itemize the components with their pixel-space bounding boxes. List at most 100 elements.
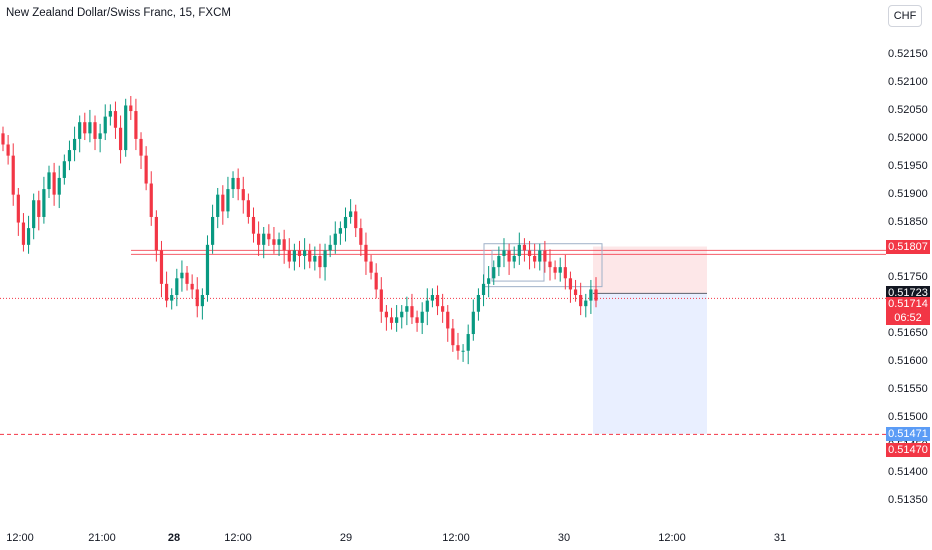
candle-body [72, 138, 77, 151]
candle-body [47, 172, 51, 190]
candle-body [129, 105, 133, 112]
stop-zone [593, 246, 707, 294]
candle-body [456, 345, 460, 351]
time-tick: 28 [167, 532, 181, 544]
candle-body [88, 122, 92, 134]
candle-body [226, 189, 230, 212]
candle-body [185, 272, 189, 284]
candle-body [466, 334, 470, 351]
candle-body [57, 177, 61, 195]
candle-body [62, 161, 66, 178]
candle-body [487, 278, 491, 284]
candle-body [159, 250, 164, 284]
candle-body [149, 183, 153, 217]
candle-body [589, 289, 593, 301]
candle-body [374, 272, 378, 290]
price-tick: 0.52050 [888, 104, 928, 117]
candle-body [354, 211, 358, 229]
time-tick: 12:00 [224, 532, 252, 544]
time-tick: 30 [557, 532, 571, 544]
candle-body [364, 244, 368, 262]
candle-body [502, 250, 506, 256]
last-price-label: 0.51714 [886, 297, 930, 312]
target-zone [593, 293, 707, 434]
candle-body [553, 267, 557, 273]
candle-body [533, 255, 537, 262]
candle-body [328, 244, 332, 251]
time-tick: 21:00 [88, 532, 116, 544]
candle-body [497, 255, 501, 268]
candle-body [349, 211, 353, 217]
candle-body [303, 250, 307, 256]
candle-body [527, 250, 532, 256]
price-tick: 0.51500 [888, 410, 928, 423]
candle-body [568, 278, 573, 290]
candle-body [257, 233, 261, 245]
candle-body [98, 133, 102, 139]
candle-body [400, 311, 404, 318]
candle-body [267, 233, 271, 240]
candle-body [78, 122, 82, 139]
price-tick: 0.51550 [888, 382, 928, 395]
candle-body [118, 127, 123, 151]
candle-body [563, 267, 567, 279]
candle-body [210, 216, 215, 245]
candle-body [200, 295, 204, 307]
candle-body [287, 250, 291, 262]
candle-body [37, 200, 41, 217]
time-tick: 12:00 [6, 532, 34, 544]
candle-body [379, 289, 383, 312]
candle-body [180, 272, 184, 279]
candle-body [471, 311, 475, 335]
candle-body [164, 283, 169, 301]
currency-button[interactable]: CHF [888, 5, 922, 27]
time-tick: 29 [339, 532, 353, 544]
candle-body [32, 200, 36, 229]
candle-body [170, 295, 174, 301]
price-tick: 0.52150 [888, 48, 928, 61]
candle-body [517, 244, 521, 256]
target-line-label: 0.51470 [886, 443, 930, 458]
candle-body [292, 250, 296, 262]
candle-body [384, 311, 389, 318]
candle-body [548, 261, 552, 268]
candle-body [584, 300, 588, 307]
candle-body [231, 177, 235, 190]
line-level-label: 0.51807 [886, 239, 930, 254]
candle-body [113, 111, 118, 128]
price-tick: 0.51750 [888, 271, 928, 284]
candle-body [246, 200, 250, 217]
candle-body [195, 289, 199, 307]
price-tick: 0.51400 [888, 466, 928, 479]
candle-body [272, 239, 276, 245]
candle-body [579, 295, 583, 307]
time-tick: 12:00 [442, 532, 470, 544]
candle-body [26, 228, 31, 245]
candle-body [512, 255, 516, 262]
candle-body [359, 228, 363, 245]
candle-body [492, 267, 496, 279]
candle-body [205, 244, 210, 296]
candle-body [369, 261, 373, 273]
candle-body [410, 306, 414, 318]
candle-body [42, 189, 46, 217]
candle-body [236, 177, 240, 190]
candle-body [451, 328, 455, 346]
candle-body [154, 216, 158, 251]
time-tick: 12:00 [658, 532, 686, 544]
price-tick: 0.51850 [888, 215, 928, 228]
candle-body [446, 311, 450, 329]
price-tick: 0.52000 [888, 131, 928, 144]
candle-body [573, 289, 578, 296]
candle-body [318, 255, 322, 268]
price-tick: 0.52100 [888, 76, 928, 89]
candle-body [333, 233, 337, 245]
symbol-title[interactable]: New Zealand Dollar/Swiss Franc, 15, FXCM [6, 7, 231, 19]
price-tick: 0.51900 [888, 187, 928, 200]
candle-body [395, 317, 399, 323]
candle-body [262, 233, 266, 245]
candle-body [103, 116, 107, 134]
candle-body [507, 250, 511, 262]
candle-body [282, 239, 286, 251]
